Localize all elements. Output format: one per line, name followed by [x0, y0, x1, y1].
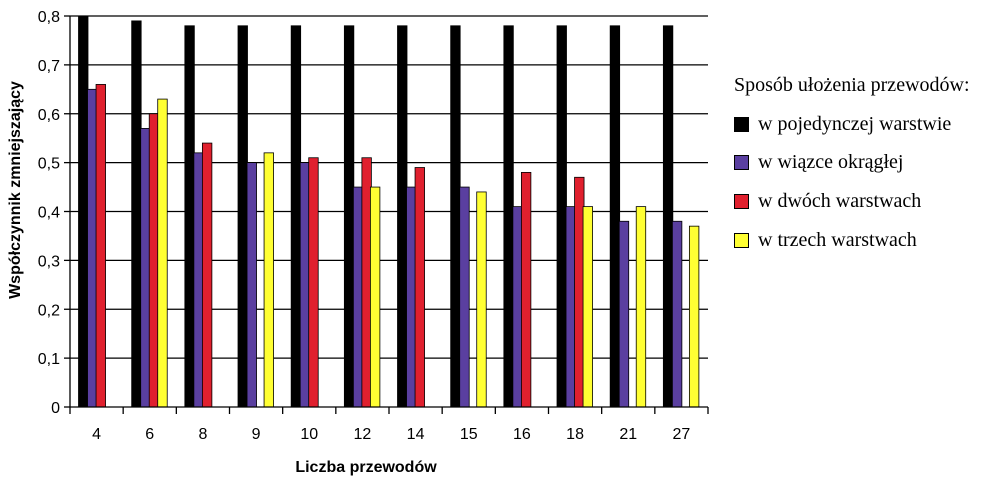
legend-title: Sposób ułożenia przewodów:	[734, 74, 970, 96]
bar-4	[688, 225, 700, 408]
x-tick-label: 12	[354, 426, 372, 443]
bar-3	[148, 113, 160, 408]
bar-3	[201, 142, 213, 408]
y-tick-label: 0,5	[38, 156, 60, 173]
y-tick-label: 0,7	[38, 58, 60, 75]
y-tick-label: 0,8	[38, 9, 60, 26]
bar-2	[406, 186, 417, 408]
bar-1	[397, 25, 408, 408]
x-tick-label: 21	[619, 426, 637, 443]
x-tick-label: 6	[145, 426, 154, 443]
x-tick-label: 27	[673, 426, 691, 443]
bar-2	[246, 162, 257, 408]
bar-3	[361, 157, 372, 408]
y-axis-title: Współczynnik zmniejszający	[7, 81, 24, 299]
bar-1	[556, 25, 567, 408]
bar-1	[184, 25, 195, 408]
bar-2	[459, 186, 470, 408]
bar-3	[520, 171, 532, 408]
bar-2	[352, 186, 364, 408]
bar-4	[369, 186, 381, 408]
x-tick-label: 4	[92, 426, 101, 443]
x-tick-label: 16	[513, 426, 531, 443]
bar-2	[87, 88, 98, 408]
bar-2	[140, 128, 151, 408]
bar-1	[237, 25, 248, 408]
x-tick-label: 14	[407, 426, 425, 443]
legend-swatch	[734, 232, 749, 248]
legend-item-two-layers: w dwóch warstwach	[734, 190, 921, 212]
bar-3	[308, 157, 319, 408]
legend-swatch	[734, 193, 749, 209]
bar-1	[450, 25, 461, 408]
legend-item-round-bundle: w wiązce okrągłej	[734, 151, 903, 173]
y-tick-label: 0,2	[38, 302, 60, 319]
x-tick-label: 15	[460, 426, 478, 443]
bar-4	[157, 98, 168, 408]
bars	[78, 15, 700, 408]
bar-4	[476, 191, 487, 408]
bar-2	[618, 220, 630, 408]
bar-3	[95, 84, 106, 408]
bar-3	[414, 167, 425, 408]
x-tick-label: 9	[252, 426, 261, 443]
gridlines	[70, 15, 708, 359]
legend-label: w trzech warstwach	[758, 228, 917, 251]
legend-item-three-layers: w trzech warstwach	[734, 229, 917, 251]
legend-label: w wiązce okrągłej	[758, 150, 904, 173]
bar-2	[671, 220, 683, 408]
x-tick-label: 8	[198, 426, 207, 443]
x-tick-label: 18	[566, 426, 584, 443]
legend-label: w pojedynczej warstwie	[758, 112, 952, 135]
legend: Sposób ułożenia przewodów: w pojedynczej…	[728, 66, 1000, 276]
legend-item-single-layer: w pojedynczej warstwie	[734, 113, 951, 135]
x-axis-title: Liczba przewodów	[295, 459, 437, 476]
bar-2	[512, 206, 523, 408]
bar-1	[290, 25, 302, 408]
axes	[64, 15, 709, 414]
bar-4	[635, 206, 647, 408]
bar-1	[609, 25, 621, 408]
bar-2	[193, 152, 204, 408]
y-tick-label: 0,6	[38, 107, 60, 124]
bar-4	[582, 206, 593, 408]
y-tick-label: 0	[51, 400, 60, 417]
bar-1	[662, 25, 674, 408]
x-tick-label: 10	[300, 426, 318, 443]
y-tick-label: 0,4	[38, 205, 60, 222]
bar-2	[299, 162, 311, 408]
tick-labels: 0 0,1 0,2 0,3 0,4 0,5 0,6 0,7 0,8 4 6 8 9 10 12 14 15 16 1…	[38, 9, 691, 443]
legend-swatch	[734, 116, 749, 132]
y-tick-label: 0,3	[38, 253, 60, 270]
legend-swatch	[734, 154, 749, 170]
bar-3	[574, 176, 585, 408]
bar-4	[263, 152, 274, 408]
bar-2	[565, 206, 576, 408]
bar-1	[131, 20, 142, 408]
bar-1	[503, 25, 514, 408]
legend-label: w dwóch warstwach	[758, 189, 922, 212]
y-tick-label: 0,1	[38, 351, 60, 368]
bar-1	[78, 15, 89, 408]
bar-1	[343, 25, 355, 408]
